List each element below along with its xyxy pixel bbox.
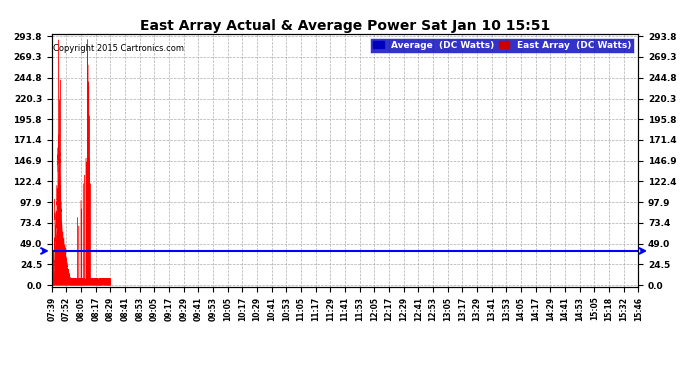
Title: East Array Actual & Average Power Sat Jan 10 15:51: East Array Actual & Average Power Sat Ja… [140, 19, 550, 33]
Legend: Average  (DC Watts), East Array  (DC Watts): Average (DC Watts), East Array (DC Watts… [370, 38, 633, 53]
Text: Copyright 2015 Cartronics.com: Copyright 2015 Cartronics.com [53, 44, 184, 53]
